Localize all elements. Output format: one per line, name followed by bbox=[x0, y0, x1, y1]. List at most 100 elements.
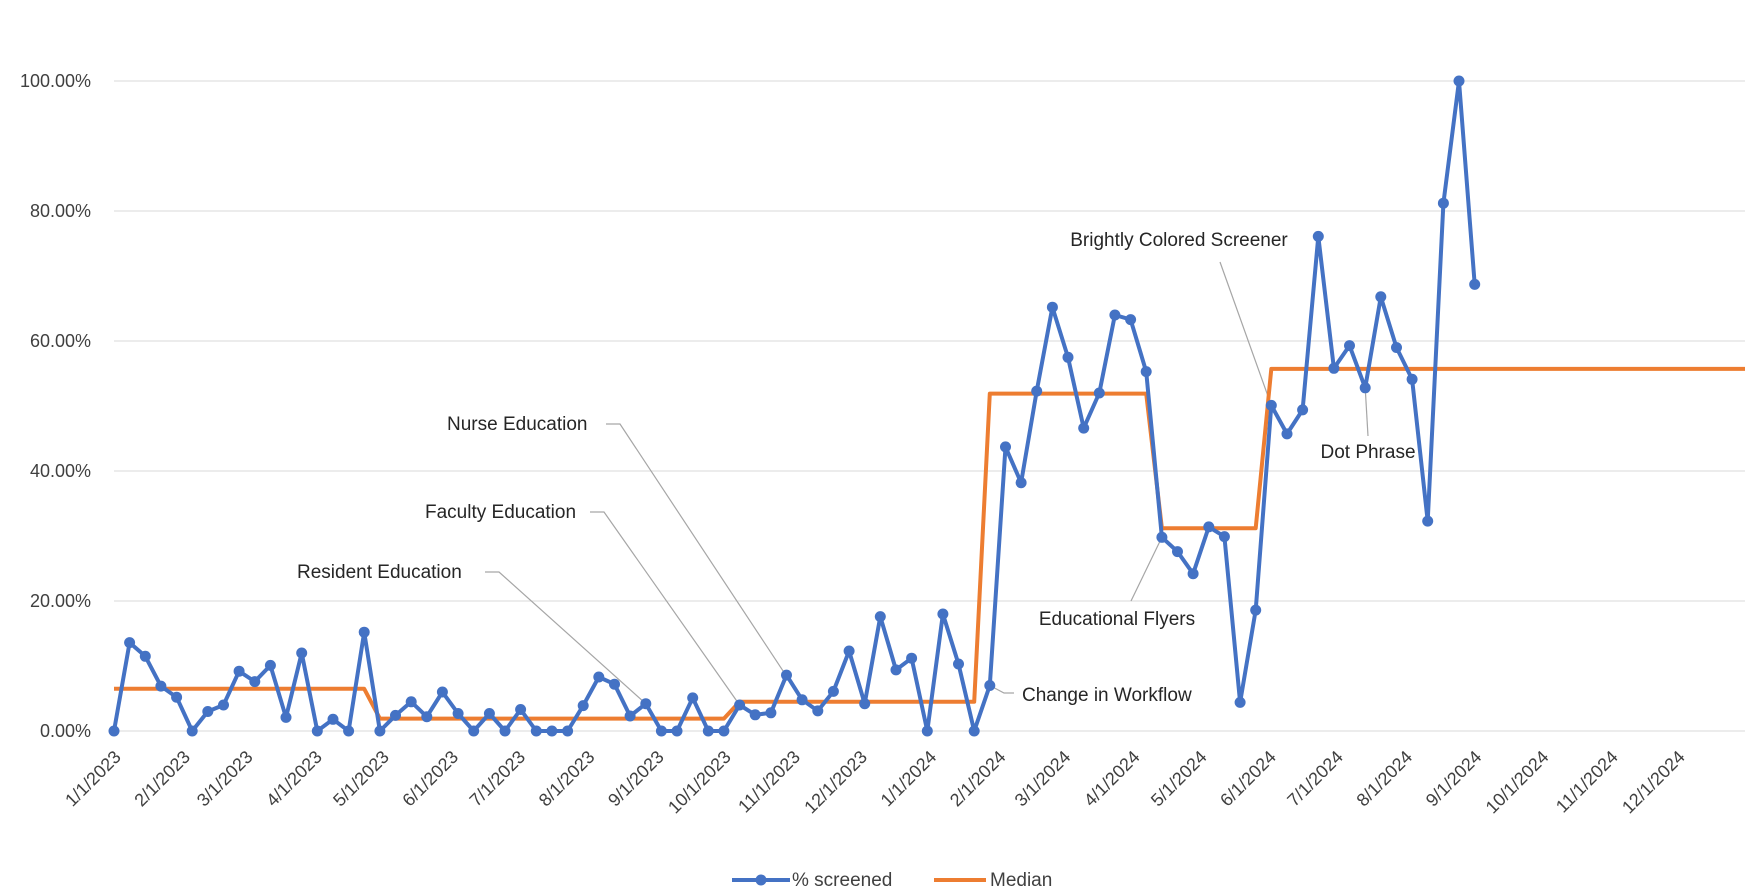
screened-point bbox=[1406, 373, 1418, 385]
screened-point bbox=[796, 694, 808, 706]
screened-point bbox=[1140, 366, 1152, 378]
annotation-label: Resident Education bbox=[297, 562, 462, 583]
screened-point bbox=[280, 711, 292, 723]
x-tick-label: 6/1/2023 bbox=[399, 747, 463, 811]
screened-point bbox=[1031, 385, 1043, 397]
screened-point bbox=[640, 698, 652, 710]
screened-point bbox=[687, 692, 699, 704]
x-tick-label: 1/1/2023 bbox=[61, 747, 125, 811]
screened-point bbox=[1109, 309, 1121, 321]
screened-point bbox=[1375, 291, 1387, 303]
screened-point bbox=[124, 637, 136, 649]
screened-point bbox=[843, 645, 855, 657]
annotation-leader-line bbox=[1130, 537, 1163, 602]
screened-point bbox=[1000, 441, 1011, 453]
annotation-label: Educational Flyers bbox=[1039, 609, 1195, 630]
screened-line bbox=[112, 79, 1477, 733]
x-tick-label: 2/1/2023 bbox=[130, 747, 194, 811]
screened-point bbox=[452, 708, 464, 719]
screened-point bbox=[1078, 422, 1090, 434]
screened-point bbox=[499, 725, 511, 737]
y-tick-label: 40.00% bbox=[30, 461, 91, 481]
screened-point bbox=[859, 698, 871, 710]
screened-point bbox=[937, 608, 949, 620]
x-tick-label: 10/1/2023 bbox=[664, 747, 735, 818]
screened-point bbox=[577, 700, 589, 712]
screened-point bbox=[1328, 362, 1340, 374]
screened-point bbox=[546, 725, 558, 737]
screened-point bbox=[593, 671, 605, 683]
x-tick-label: 9/1/2023 bbox=[604, 747, 668, 811]
screened-point bbox=[390, 709, 401, 721]
y-tick-label: 100.00% bbox=[20, 71, 91, 91]
screened-point bbox=[781, 669, 792, 681]
screened-point bbox=[562, 725, 574, 737]
screened-point bbox=[1015, 477, 1027, 489]
annotation-label: Change in Workflow bbox=[1022, 685, 1192, 706]
annotation-label: Faculty Education bbox=[425, 502, 576, 523]
screened-point bbox=[1187, 568, 1199, 580]
legend: % screened Median bbox=[732, 870, 1052, 891]
screened-point bbox=[296, 647, 308, 659]
screened-point bbox=[186, 725, 198, 737]
x-tick-label: 11/1/2023 bbox=[734, 747, 804, 817]
screened-point bbox=[1156, 531, 1168, 543]
screened-point bbox=[171, 691, 183, 703]
screened-point bbox=[515, 704, 527, 715]
x-tick-label: 2/1/2024 bbox=[946, 747, 1010, 811]
screened-point bbox=[890, 664, 902, 676]
x-tick-label: 3/1/2024 bbox=[1011, 747, 1075, 811]
annotation-leader-line bbox=[1364, 387, 1369, 437]
x-tick-label: 9/1/2024 bbox=[1422, 747, 1486, 811]
screened-point bbox=[906, 652, 918, 664]
screened-point bbox=[264, 659, 276, 671]
x-tick-label: 4/1/2024 bbox=[1080, 747, 1144, 811]
screened-point bbox=[436, 686, 448, 698]
x-tick-label: 8/1/2023 bbox=[535, 747, 599, 811]
screened-point bbox=[108, 725, 120, 737]
screened-point bbox=[421, 711, 433, 723]
screened-point bbox=[1203, 521, 1215, 533]
screened-point bbox=[984, 680, 996, 691]
screened-point bbox=[1422, 515, 1434, 527]
screened-point bbox=[812, 705, 824, 717]
legend-marker-screened bbox=[755, 874, 767, 886]
screened-point bbox=[468, 725, 480, 737]
screened-point bbox=[1359, 382, 1371, 394]
annotation-leader-line bbox=[590, 511, 741, 706]
x-tick-label: 11/1/2024 bbox=[1552, 747, 1622, 817]
annotation-label: Nurse Education bbox=[447, 414, 587, 435]
x-tick-label: 7/1/2024 bbox=[1283, 747, 1347, 811]
x-tick-label: 3/1/2023 bbox=[193, 747, 257, 811]
x-tick-label: 4/1/2023 bbox=[262, 747, 326, 811]
y-axis-tick-labels: 0.00% 20.00% 40.00% 60.00% 80.00% 100.00% bbox=[20, 71, 91, 741]
x-tick-label: 12/1/2024 bbox=[1618, 747, 1689, 818]
screened-point bbox=[405, 696, 417, 708]
x-tick-label: 1/1/2024 bbox=[877, 747, 941, 811]
screened-point bbox=[624, 710, 636, 722]
screened-point bbox=[827, 685, 839, 697]
x-tick-label: 6/1/2024 bbox=[1216, 747, 1280, 811]
screened-point bbox=[1297, 404, 1309, 416]
screened-point bbox=[953, 658, 964, 670]
screened-point bbox=[718, 725, 730, 737]
legend-label-median: Median bbox=[990, 870, 1052, 891]
screened-point bbox=[1281, 428, 1293, 440]
screened-point bbox=[1312, 230, 1324, 242]
y-tick-label: 60.00% bbox=[30, 331, 91, 351]
annotation-leader-line bbox=[485, 571, 647, 705]
x-tick-label: 12/1/2023 bbox=[800, 747, 871, 818]
y-tick-label: 20.00% bbox=[30, 591, 91, 611]
screened-point bbox=[530, 725, 542, 737]
screened-point bbox=[1453, 75, 1465, 87]
screened-point bbox=[1391, 342, 1402, 353]
screened-point bbox=[1172, 546, 1183, 558]
annotation-label: Brightly Colored Screener bbox=[1070, 230, 1288, 251]
screened-point bbox=[1093, 387, 1105, 399]
legend-label-screened: % screened bbox=[792, 870, 892, 891]
screened-point bbox=[968, 725, 980, 737]
screened-point bbox=[483, 708, 495, 719]
screened-point bbox=[311, 725, 323, 737]
